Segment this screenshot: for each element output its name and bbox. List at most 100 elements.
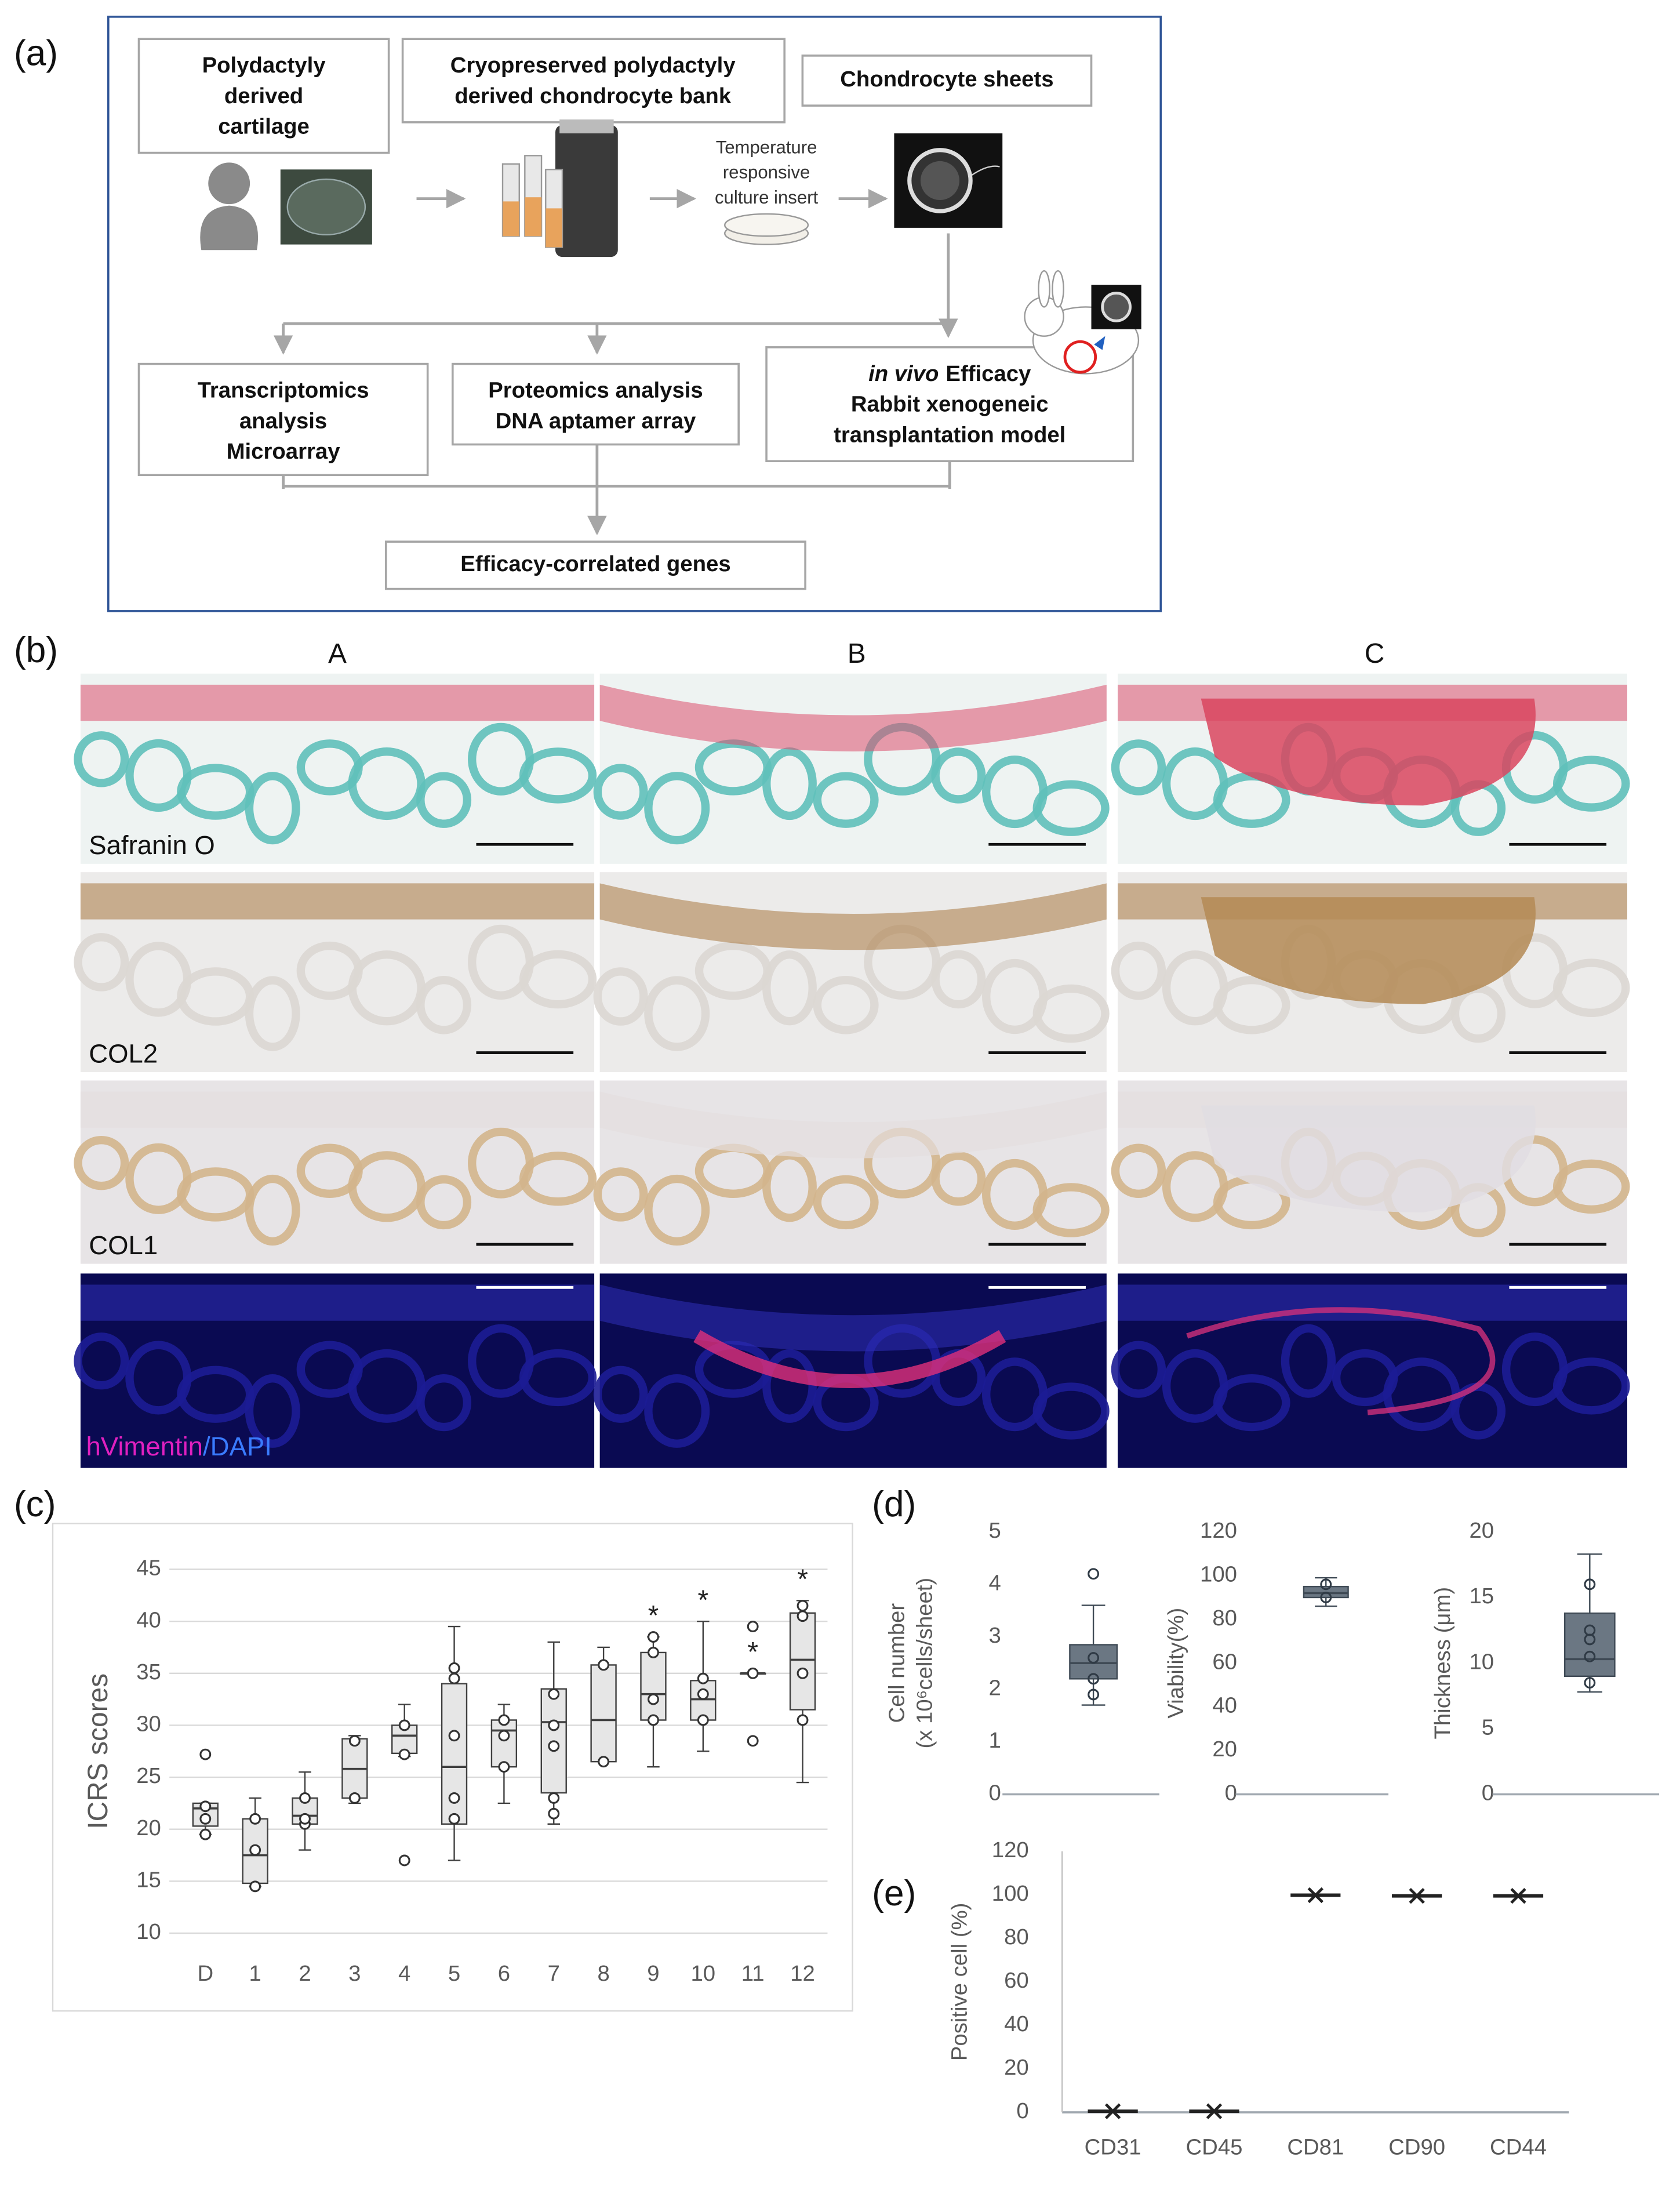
row-label: COL2 [89,1038,158,1068]
bone [74,731,129,787]
flow-text: Cryopreserved polydactyly [450,53,736,78]
y-tick-label: 0 [1016,2098,1028,2123]
bone [348,1349,426,1423]
bone [931,950,986,1009]
data-point [648,1714,659,1726]
box [640,1651,667,1721]
data-point [797,1667,809,1679]
flow-text: Polydactyly [202,53,326,78]
data-point [448,1730,460,1742]
histology-image [74,673,597,864]
histology-image [1111,673,1630,864]
data-point [648,1693,659,1705]
marker-x [1104,2103,1121,2119]
box [490,1719,518,1768]
data-point [1088,1688,1100,1701]
y-tick-label: 15 [136,1867,161,1892]
data-point [697,1688,709,1700]
bone [1552,1357,1630,1415]
flow-text: transplantation model [834,422,1066,447]
bone [416,1374,472,1432]
data-point [448,1672,460,1684]
bone [762,950,817,1026]
chart: 0 1 2 3 4 5 Cell number (x 10⁶cells/sheet) [885,1518,1159,1806]
bone [813,975,879,1034]
bone [644,1374,710,1448]
graft [1201,897,1536,1004]
y-tick-label: 5 [1482,1715,1494,1740]
bone [931,1152,986,1206]
bone [593,967,648,1026]
bone [416,1175,472,1230]
bone [416,975,472,1034]
y-tick-label: 120 [1200,1518,1237,1543]
data-point [548,1807,560,1820]
significance: * [648,1600,659,1631]
data-point [249,1813,261,1825]
bone [762,747,817,820]
y-tick-label: 25 [136,1763,161,1788]
data-point [747,1735,759,1747]
data-point [348,1792,361,1804]
bone [1111,1143,1166,1198]
x-tick-label: 5 [448,1961,460,1986]
data-point [548,1792,560,1804]
surface-layer [599,684,1107,751]
data-point [598,1756,610,1768]
surface-layer [599,883,1107,950]
surface-layer [80,1284,595,1321]
data-point [1584,1633,1596,1646]
panel-label: (d) [872,1484,916,1524]
flow-box [401,38,786,124]
y-tick-label: 4 [989,1570,1001,1595]
bone [1032,780,1110,836]
y-tick-label: 1 [989,1728,1001,1753]
bone [593,1167,648,1222]
data-point [448,1662,460,1674]
bone [762,1349,817,1423]
bone [813,772,879,828]
y-tick-label: 10 [1469,1649,1494,1674]
bone [813,1175,879,1230]
bone [1032,1183,1110,1237]
bone [931,747,986,804]
histology-image [593,872,1110,1073]
x-tick-label: 10 [690,1961,715,1986]
data-point [1584,1578,1596,1591]
flow-box [385,540,806,590]
row-label: COL1 [89,1230,158,1260]
vimentin-signal [1186,1307,1496,1415]
x-tick-label: 7 [548,1961,560,1986]
y-tick-label: 20 [136,1815,161,1840]
surface-layer [80,883,595,920]
column-label: B [848,638,866,669]
flow-text: in vivo Efficacy [868,361,1031,386]
bone [644,772,710,845]
data-point [648,1631,659,1643]
data-point [299,1792,311,1804]
histology-image [74,1080,597,1264]
data-point [747,1667,759,1679]
bone [593,764,648,820]
data-point [398,1748,410,1760]
bone [74,933,129,992]
y-tick-label: 45 [136,1556,161,1581]
flow-text: Proteomics analysis [488,378,703,403]
surface-layer [80,1091,595,1128]
flow-text: Efficacy [946,361,1031,386]
panel-label: (c) [14,1484,56,1524]
histology-image [74,1273,597,1468]
graft [1201,698,1536,806]
x-tick-label: 6 [498,1961,510,1986]
data-point [1088,1568,1100,1580]
arrows [273,188,958,536]
y-tick-label: 5 [989,1518,1001,1543]
histology-image [593,1273,1110,1468]
y-tick-label: 0 [1225,1781,1237,1806]
bone [348,1151,426,1222]
bone [1111,941,1166,1000]
bone [593,1366,648,1423]
flow-text: Transcriptomics [198,378,369,403]
row-label: hVimentin/DAPI [86,1432,271,1461]
bone [1552,958,1630,1018]
